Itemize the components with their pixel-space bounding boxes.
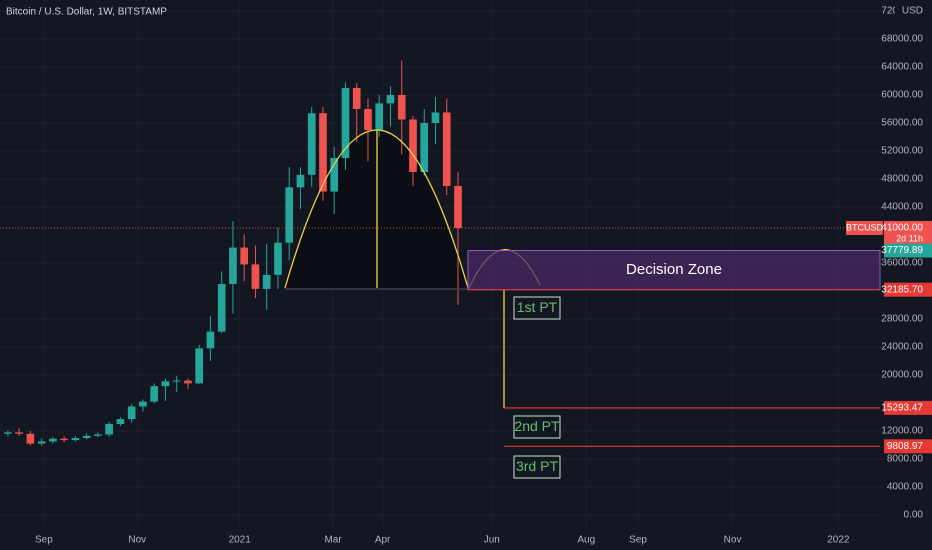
candle-body — [251, 264, 260, 289]
x-tick-label: Jun — [484, 535, 500, 546]
x-tick-label: Nov — [724, 535, 742, 546]
candle-body — [206, 331, 215, 349]
candle-body — [307, 113, 316, 175]
candle-body — [116, 419, 125, 424]
currency-label: USD — [902, 6, 923, 17]
candle-body — [442, 112, 451, 186]
x-tick-label: Sep — [629, 535, 647, 546]
y-tick-label: 64000.00 — [881, 62, 923, 73]
candle-body — [195, 348, 204, 384]
candles — [4, 60, 462, 446]
target-box — [513, 455, 561, 479]
candle-body — [60, 438, 68, 441]
candle-body — [431, 112, 440, 123]
candle-body — [296, 174, 305, 188]
candle-body — [71, 437, 80, 441]
y-tick-label: 20000.00 — [881, 370, 923, 381]
candle-body — [15, 432, 23, 434]
candle-body — [319, 113, 327, 192]
candle-body — [274, 242, 282, 275]
candle-body — [161, 381, 170, 387]
target-label: 1st PT — [517, 299, 558, 315]
y-tick-label: 12000.00 — [881, 426, 923, 437]
candle-body — [37, 441, 46, 444]
target-label: 2nd PT — [514, 418, 560, 434]
y-tick-label: 28000.00 — [881, 314, 923, 325]
target-price-label: 15293.47 — [881, 403, 923, 414]
candle-body — [150, 386, 158, 402]
candle-body — [49, 438, 57, 442]
x-tick-label: Apr — [375, 535, 391, 546]
currency-bg — [895, 4, 925, 18]
zone-top-label: 37779.89 — [881, 245, 923, 256]
candle-body — [172, 380, 181, 382]
y-tick-label: 24000.00 — [881, 342, 923, 353]
target-tag — [884, 400, 932, 415]
candle-body — [127, 406, 136, 420]
candle-body — [386, 94, 395, 104]
y-tick-label: 44000.00 — [881, 202, 923, 213]
chart-title: Bitcoin / U.S. Dollar, 1W, BITSTAMP — [6, 7, 167, 18]
candle-body — [184, 380, 192, 384]
x-tick-label: 2022 — [827, 535, 850, 546]
target-box — [513, 415, 561, 439]
y-tick-label: 60000.00 — [881, 90, 923, 101]
overlay: BTCUSD Decision Zone 1st PT 2nd PT 3rd PT — [0, 220, 884, 479]
y-tick-label: 4000.00 — [887, 482, 924, 493]
candle-body — [375, 103, 384, 130]
y-tick-label: 8000.00 — [887, 454, 924, 465]
x-tick-label: Mar — [324, 535, 342, 546]
y-tick-label: 52000.00 — [881, 146, 923, 157]
candle-body — [82, 435, 91, 438]
axis-labels: 0.00 4000.00 8000.00 12000.00 20000.00 24000.… — [35, 4, 932, 546]
candle-body — [341, 87, 350, 158]
zone-label: Decision Zone — [626, 261, 722, 278]
y-tick-label: 56000.00 — [881, 118, 923, 129]
y-tick-label: 0.00 — [904, 510, 924, 521]
last-price-label: 41000.00 — [881, 223, 923, 234]
x-tick-label: Aug — [577, 535, 595, 546]
target-tag — [884, 282, 932, 297]
countdown-label: 2d 11h — [896, 233, 923, 243]
y-tick-label: 36000.00 — [881, 258, 923, 269]
candle-body — [217, 283, 226, 332]
candle-body — [240, 247, 249, 265]
candle-body — [397, 94, 406, 120]
zone-top-tag — [884, 243, 932, 258]
target-tag — [884, 439, 932, 454]
candle-body — [352, 87, 361, 109]
y-tick-label: 48000.00 — [881, 174, 923, 185]
candle-body — [364, 108, 372, 130]
symbol-tag — [846, 220, 883, 235]
x-tick-label: Sep — [35, 535, 53, 546]
candle-body — [105, 423, 113, 435]
target-label: 3rd PT — [516, 458, 558, 474]
candle-body — [229, 247, 237, 284]
x-tick-label: Nov — [128, 535, 146, 546]
candle-body — [330, 157, 339, 192]
last-price-tag — [884, 220, 932, 245]
candle-body — [4, 432, 12, 434]
decision-zone — [467, 250, 881, 291]
candle-body — [262, 274, 271, 289]
candle-body — [409, 119, 417, 172]
candle-body — [285, 187, 294, 243]
candle-body — [454, 185, 462, 228]
candle-body — [420, 122, 429, 172]
target-price-label: 32185.70 — [881, 284, 923, 295]
y-tick-label: 68000.00 — [881, 34, 923, 45]
candle-body — [139, 401, 147, 407]
target-price-label: 9808.97 — [887, 441, 924, 452]
candle-body — [26, 433, 35, 444]
x-tick-label: 2021 — [229, 535, 252, 546]
symbol-label: BTCUSD — [846, 222, 884, 232]
candle-body — [94, 434, 102, 436]
target-box — [513, 296, 561, 320]
